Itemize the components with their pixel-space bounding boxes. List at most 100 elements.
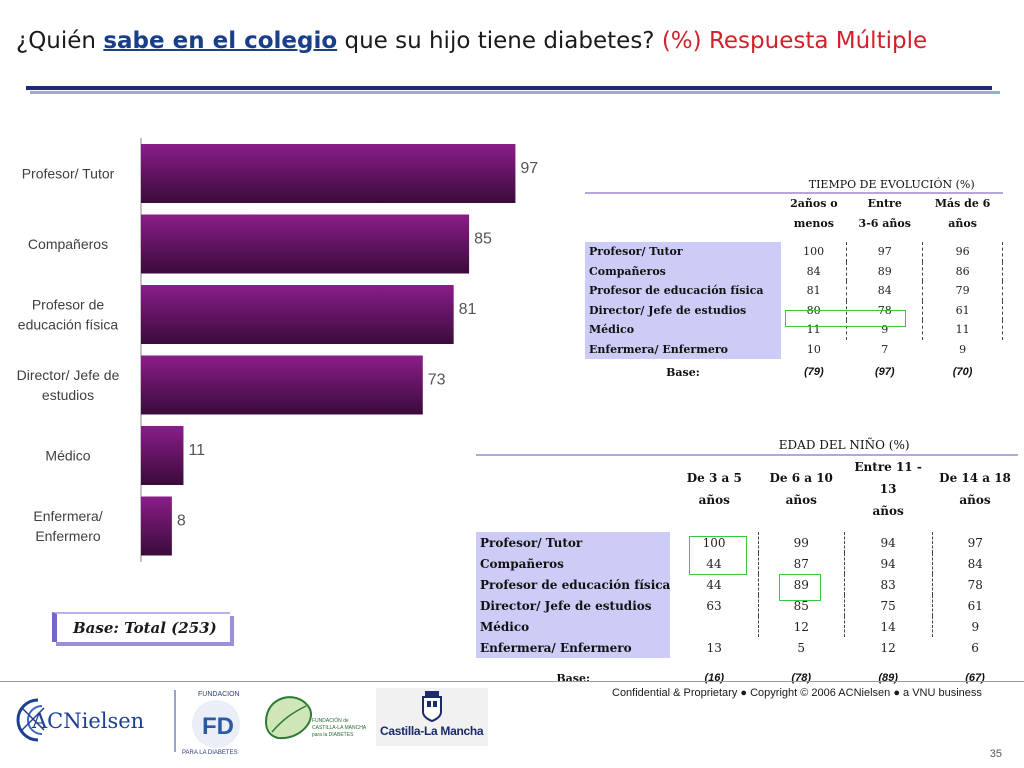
- table-row: Médico 12 14 9: [476, 616, 1018, 637]
- cell: 61: [967, 598, 983, 613]
- data-label: 73: [428, 372, 446, 389]
- cell: 11: [922, 320, 1003, 340]
- base-value: (79): [804, 366, 824, 378]
- footer-copyright: Confidential & Proprietary ● Copyright ©…: [612, 687, 982, 699]
- cell: 75: [844, 595, 933, 616]
- data-label: 8: [177, 513, 186, 530]
- fundacion-clm-text: FUNDACIÓN de: [312, 717, 349, 724]
- cell: 9: [971, 619, 980, 634]
- title-red: (%) Respuesta Múltiple: [661, 28, 928, 54]
- cell: 84: [967, 556, 983, 571]
- acnielsen-logo: ACNielsen: [16, 698, 144, 742]
- row-label: Profesor de educación física: [585, 281, 781, 301]
- cell: 97: [967, 535, 983, 550]
- col-header: años: [948, 217, 977, 230]
- cell: 100: [670, 532, 759, 553]
- col-header: años: [785, 493, 817, 507]
- cell: 14: [844, 616, 933, 637]
- bar: [141, 426, 184, 485]
- base-value: (70): [952, 366, 973, 378]
- base-label: Base:: [666, 365, 700, 379]
- table-row: Enfermera/ Enfermero 10 7 9: [585, 339, 1003, 359]
- fundacion-clm-logo: FUNDACIÓN de CASTILLA-LA MANCHA para la …: [264, 696, 367, 740]
- row-label: Enfermera/ Enfermero: [585, 339, 781, 359]
- col-header: 3-6 años: [858, 217, 911, 230]
- row-label: Director/ Jefe de estudios: [476, 595, 671, 616]
- cell: 7: [881, 342, 889, 356]
- title-rule-shadow: [30, 91, 1000, 94]
- table-row: Profesor/ Tutor 100 99 94 97: [476, 532, 1018, 553]
- title-middle: que su hijo tiene diabetes?: [337, 28, 662, 54]
- cell: 96: [922, 242, 1003, 262]
- fundacion-diabetes-logo: FUNDACION FD PARA LA DIABETES: [182, 691, 240, 756]
- base-total: Base: Total (253): [52, 612, 230, 642]
- cell: 99: [758, 532, 845, 553]
- category-label: Compañeros: [28, 236, 108, 252]
- coat-of-arms-icon: [422, 691, 442, 723]
- table-row: Compañeros 84 89 86: [585, 261, 1003, 281]
- cell: 9: [846, 320, 924, 340]
- cell: 9: [959, 342, 967, 356]
- cell: 94: [844, 532, 933, 553]
- cell: [670, 616, 759, 637]
- logo-divider: [174, 690, 176, 752]
- category-label: Enfermero: [35, 528, 101, 544]
- data-label: 97: [520, 160, 538, 177]
- col-header: 2años o: [790, 197, 838, 210]
- highlight-box: [779, 574, 821, 601]
- cell: 97: [846, 242, 924, 262]
- category-label: Profesor/ Tutor: [22, 166, 115, 182]
- cell: 94: [844, 553, 933, 574]
- acnielsen-wordmark: ACNielsen: [31, 709, 144, 733]
- footer-rule: [0, 681, 1024, 682]
- base-value: (97): [874, 366, 895, 378]
- fundacion-clm-text: CASTILLA-LA MANCHA: [312, 725, 367, 731]
- col-header: De 6 a 10: [769, 471, 833, 485]
- para-la-diabetes-label: PARA LA DIABETES: [182, 750, 238, 756]
- cell: 87: [758, 553, 845, 574]
- category-label: estudios: [42, 387, 94, 403]
- cell: 12: [880, 640, 896, 655]
- fundacion-clm-text: para la DIABETES: [312, 732, 354, 738]
- highlight-box: [785, 310, 906, 327]
- slide-title: ¿Quién sabe en el colegio que su hijo ti…: [16, 28, 927, 54]
- table-evolucion: TIEMPO DE EVOLUCIÓN (%) 2años o menos Ent…: [585, 176, 1003, 385]
- col-header: Entre 11 - 13: [854, 460, 922, 496]
- col-header: Entre: [867, 197, 902, 210]
- bar: [141, 285, 454, 344]
- row-label: Médico: [476, 616, 671, 637]
- table-edad: EDAD DEL NIÑO (%) De 3 a 5 años De 6 a 10…: [476, 436, 1018, 690]
- fd-initials: FD: [202, 713, 234, 740]
- cell: 10: [806, 342, 821, 356]
- cell: 5: [797, 640, 806, 655]
- data-label: 11: [188, 442, 205, 459]
- title-prefix: ¿Quién: [16, 28, 104, 54]
- data-label: 85: [474, 231, 492, 248]
- table-row: Enfermera/ Enfermero 13 5 12 6: [476, 637, 1018, 658]
- row-label: Profesor/ Tutor: [476, 532, 671, 553]
- cell: 13: [706, 640, 722, 655]
- bar: [141, 355, 423, 415]
- highlight-box: [689, 536, 747, 575]
- bar: [141, 144, 516, 203]
- cell: 83: [844, 574, 933, 595]
- row-label: Médico: [585, 320, 781, 340]
- cell: 6: [971, 640, 979, 655]
- category-label: educación física: [18, 317, 119, 333]
- table-row: Profesor/ Tutor 100 97 96: [585, 242, 1003, 262]
- cell: 84: [780, 261, 848, 281]
- title-rule: [26, 86, 992, 90]
- table-row: Médico 11 9 11: [585, 320, 1003, 340]
- col-header: años: [872, 504, 904, 518]
- cell: 84: [846, 281, 924, 301]
- table-row: Profesor de educación física 44 89 83 78: [476, 574, 1018, 595]
- category-label: Director/ Jefe de: [17, 367, 120, 383]
- bar: [141, 496, 172, 556]
- cell: 78: [967, 577, 983, 592]
- cell: 44: [670, 553, 759, 574]
- page-number: 35: [989, 748, 1002, 760]
- cell: 100: [780, 242, 848, 262]
- bar: [141, 214, 470, 274]
- cell: 81: [780, 281, 848, 301]
- col-header: años: [959, 493, 991, 507]
